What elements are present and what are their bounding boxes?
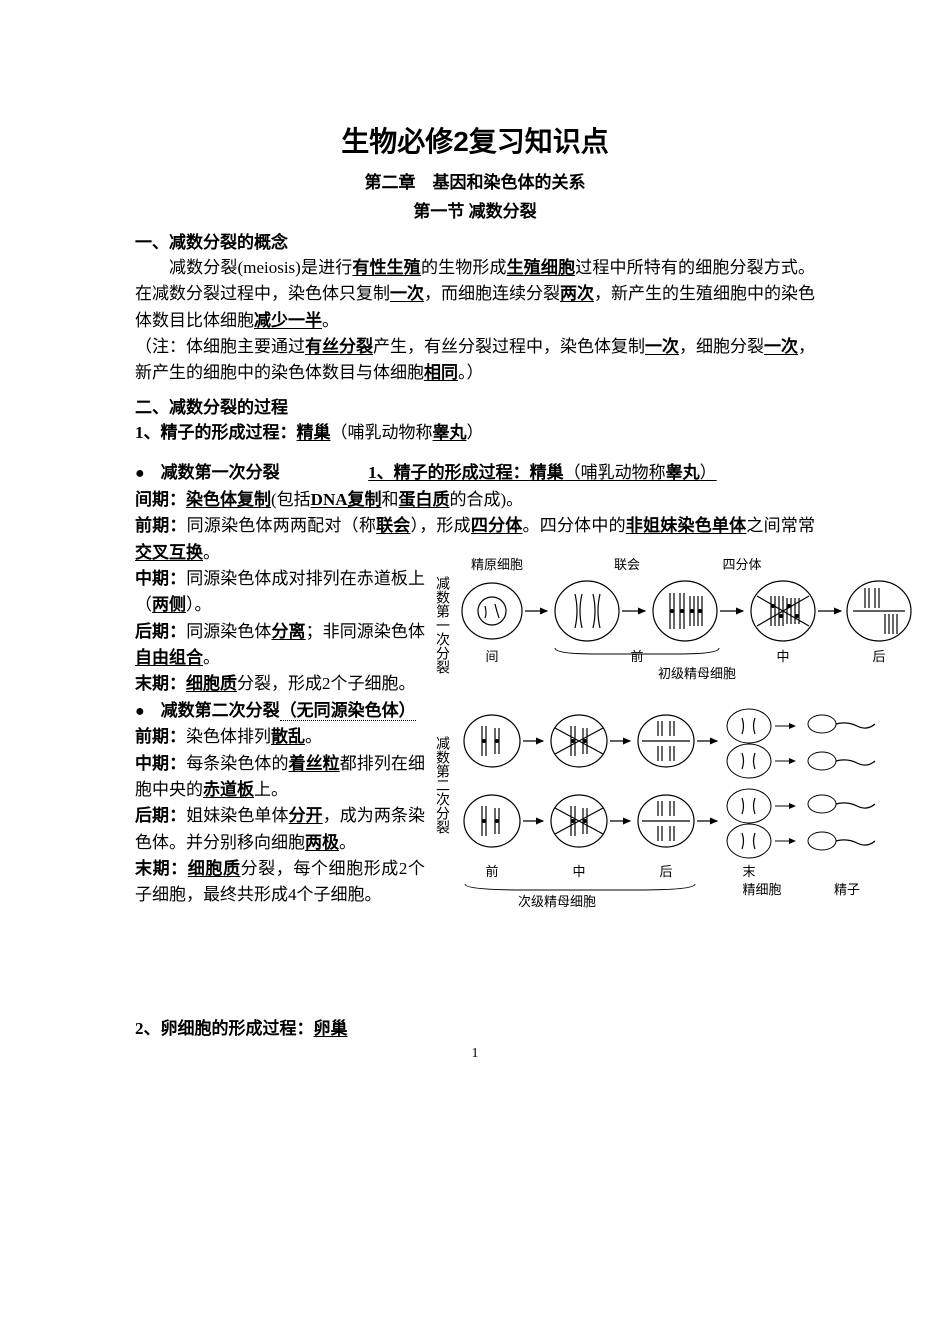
- telophase1: 末期：细胞质分裂，形成2个子细胞。: [135, 671, 425, 697]
- term-ovary: 卵巢: [314, 1019, 348, 1038]
- term-dna-rep: DNA复制: [311, 490, 382, 509]
- bullet-icon: ●: [135, 703, 161, 720]
- term-equator: 赤道板: [203, 780, 254, 799]
- anaphase1: 后期：同源染色体分离；非同源染色体自由组合。: [135, 619, 425, 672]
- term-poles: 两极: [305, 833, 339, 852]
- stage-metaphase: 中: [776, 649, 789, 664]
- term-half: 减少一半: [254, 311, 322, 330]
- term-testis: 精巢: [297, 423, 331, 442]
- v-label-meiosis2: 减数第二次分裂: [431, 736, 451, 834]
- page-number: 1: [0, 1046, 950, 1062]
- paragraph-concept: 减数分裂(meiosis)是进行有性生殖的生物形成生殖细胞过程中所特有的细胞分裂…: [135, 255, 815, 334]
- meiosis-diagram: 减数第一次分裂 减数第二次分裂 精原细胞 联会 四分体: [437, 566, 917, 946]
- label-spermatogonium: 精原细胞: [462, 554, 532, 573]
- two-column-area: 中期：同源染色体成对排列在赤道板上（两侧）。 后期：同源染色体分离；非同源染色体…: [135, 566, 815, 946]
- svg-text:末: 末: [742, 864, 755, 879]
- label-primary-spermatocyte: 初级精母细胞: [658, 666, 736, 681]
- main-title: 生物必修2复习知识点: [135, 120, 815, 160]
- term-sexual: 有性生殖: [352, 258, 421, 277]
- heading-1: 一、减数分裂的概念: [135, 228, 815, 253]
- svg-text:后: 后: [659, 864, 672, 879]
- label-spermatid: 精细胞: [742, 882, 781, 897]
- prophase2: 前期：染色体排列散乱。: [135, 724, 425, 750]
- telophase2: 末期：细胞质分裂，每个细胞形成2个子细胞，最终共形成4个子细胞。: [135, 856, 425, 909]
- sperm-heading: 1、精子的形成过程：精巢（哺乳动物称睾丸）: [135, 420, 815, 446]
- left-text-column: 中期：同源染色体成对排列在赤道板上（两侧）。 后期：同源染色体分离；非同源染色体…: [135, 566, 425, 909]
- label-sperm: 精子: [834, 882, 860, 897]
- term-cytoplasm: 细胞质: [186, 674, 237, 693]
- term-same: 相同: [424, 363, 458, 382]
- label-secondary-spermatocyte: 次级精母细胞: [518, 894, 596, 909]
- term-centromere: 着丝粒: [289, 754, 340, 773]
- term-nonsister: 非姐妹染色单体: [626, 516, 747, 535]
- bullet-row-1: ● 减数第一次分裂 1、精子的形成过程：精巢（哺乳动物称睾丸）: [135, 460, 815, 487]
- term-protein: 蛋白质: [399, 490, 450, 509]
- term-twice: 两次: [560, 284, 594, 303]
- term-crossover: 交叉互换: [135, 543, 203, 562]
- term-scattered: 散乱: [271, 727, 305, 746]
- svg-text:中: 中: [572, 864, 585, 879]
- bullet-icon: ●: [135, 465, 161, 482]
- paragraph-note: （注：体细胞主要通过有丝分裂产生，有丝分裂过程中，染色体复制一次，细胞分裂一次，…: [135, 334, 815, 387]
- stage-anaphase: 后: [872, 649, 885, 664]
- diagram-svg: 间 前 中 后 初级精母细胞: [437, 566, 917, 936]
- term-once: 一次: [390, 284, 424, 303]
- anaphase2: 后期：姐妹染色单体分开，成为两条染色体。并分别移向细胞两极。: [135, 803, 425, 856]
- metaphase2: 中期：每条染色体的着丝粒都排列在细胞中央的赤道板上。: [135, 751, 425, 804]
- document-page: 生物必修2复习知识点 第二章 基因和染色体的关系 第一节 减数分裂 一、减数分裂…: [0, 0, 950, 1102]
- term-separate: 分离: [272, 622, 306, 641]
- term-mitosis: 有丝分裂: [305, 337, 373, 356]
- metaphase1: 中期：同源染色体成对排列在赤道板上（两侧）。: [135, 566, 425, 619]
- stage-prophase: 前: [630, 649, 643, 664]
- bullet-row-2: ● 减数第二次分裂（无同源染色体）: [135, 698, 425, 725]
- svg-text:前: 前: [485, 864, 498, 879]
- interphase: 间期：染色体复制(包括DNA复制和蛋白质的合成)。: [135, 487, 815, 513]
- v-label-meiosis1: 减数第一次分裂: [431, 576, 451, 674]
- label-synapsis: 联会: [602, 554, 652, 573]
- term-both-sides: 两侧: [152, 595, 186, 614]
- term-germ-cell: 生殖细胞: [507, 258, 576, 277]
- term-free-combo: 自由组合: [135, 648, 203, 667]
- stage-interphase: 间: [485, 649, 498, 664]
- label-tetrad: 四分体: [712, 554, 772, 573]
- section-title: 第一节 减数分裂: [135, 197, 815, 222]
- heading-2: 二、减数分裂的过程: [135, 393, 815, 418]
- term-tetrad: 四分体: [471, 516, 523, 535]
- egg-heading: 2、卵细胞的形成过程：卵巢: [135, 1016, 815, 1042]
- term-chrom-rep: 染色体复制: [186, 490, 271, 509]
- term-split: 分开: [289, 806, 323, 825]
- chapter-title: 第二章 基因和染色体的关系: [135, 168, 815, 193]
- term-synapsis: 联会: [376, 516, 410, 535]
